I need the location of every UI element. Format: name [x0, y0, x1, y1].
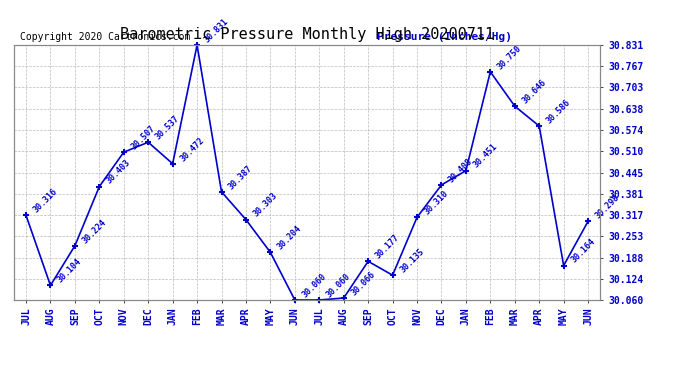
Text: 30.451: 30.451: [471, 142, 499, 170]
Text: Copyright 2020 Cartronics.com: Copyright 2020 Cartronics.com: [19, 33, 190, 42]
Text: 30.298: 30.298: [593, 193, 621, 220]
Title: Barometric Pressure Monthly High 20200711: Barometric Pressure Monthly High 2020071…: [120, 27, 494, 42]
Text: 30.387: 30.387: [227, 164, 255, 191]
Text: 30.403: 30.403: [105, 158, 132, 186]
Text: 30.310: 30.310: [422, 189, 450, 216]
Text: 30.316: 30.316: [32, 187, 59, 214]
Text: 30.204: 30.204: [276, 224, 304, 252]
Text: 30.066: 30.066: [349, 270, 377, 297]
Text: 30.135: 30.135: [398, 247, 426, 274]
Text: 30.408: 30.408: [447, 156, 475, 184]
Text: 30.164: 30.164: [569, 237, 597, 265]
Text: 30.831: 30.831: [203, 16, 230, 44]
Text: 30.750: 30.750: [496, 44, 524, 71]
Text: Pressure (Inches/Hg): Pressure (Inches/Hg): [377, 33, 513, 42]
Text: 30.224: 30.224: [81, 217, 108, 245]
Text: 30.060: 30.060: [325, 272, 353, 299]
Text: 30.507: 30.507: [129, 124, 157, 152]
Text: 30.646: 30.646: [520, 78, 548, 105]
Text: 30.060: 30.060: [300, 272, 328, 299]
Text: 30.104: 30.104: [56, 257, 83, 285]
Text: 30.472: 30.472: [178, 135, 206, 163]
Text: 30.177: 30.177: [374, 233, 402, 261]
Text: 30.586: 30.586: [545, 98, 572, 125]
Text: 30.537: 30.537: [154, 114, 181, 141]
Text: 30.303: 30.303: [252, 191, 279, 219]
